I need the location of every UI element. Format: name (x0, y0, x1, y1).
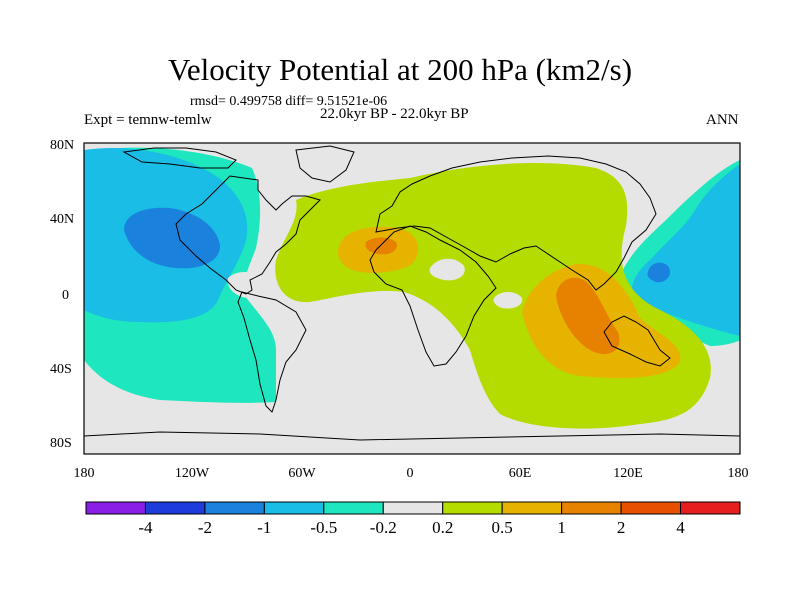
contour-patch-neutral-eafrica (493, 292, 523, 309)
colorbar-box (620, 501, 682, 515)
map-frame (83, 142, 741, 455)
lon-label-180w: 180 (73, 466, 95, 481)
colorbar-box (442, 501, 503, 515)
colorbar-label: -0.2 (369, 518, 397, 537)
colorbar-box (561, 501, 622, 515)
colorbar-label: 0.2 (432, 518, 454, 537)
lon-label-120e: 120E (613, 466, 643, 481)
colorbar-box (204, 501, 265, 515)
colorbar-label: 2 (616, 518, 626, 537)
coastlines (83, 145, 741, 441)
lon-label-180e: 180 (727, 466, 749, 481)
colorbar-box (85, 501, 146, 515)
colorbar-box (501, 501, 563, 515)
colorbar-label: 1 (557, 518, 566, 537)
colorbar-box (382, 501, 444, 515)
lat-label-40n: 40N (50, 212, 75, 227)
stats-line: rmsd= 0.499758 diff= 9.51521e-06 (190, 94, 388, 109)
lon-label-0: 0 (406, 466, 414, 481)
contour-patch-neutral-medit (429, 258, 465, 281)
colorbar-label: -0.5 (310, 518, 338, 537)
period-label: 22.0kyr BP - 22.0kyr BP (320, 106, 469, 122)
lat-label-80n: 80N (50, 138, 75, 153)
lon-label-120w: 120W (174, 466, 210, 481)
colorbar-label: -1 (257, 518, 272, 537)
contour-patch-lightblue-westpac (631, 164, 740, 336)
experiment-label: Expt = temnw-temlw (84, 112, 212, 128)
lat-label-0: 0 (62, 288, 69, 303)
contour-patch-blue-pacific (124, 207, 220, 269)
contour-patch-orange-africa (365, 237, 397, 255)
colorbar-box (680, 501, 741, 515)
lat-label-80s: 80S (50, 436, 72, 451)
season-label: ANN (706, 112, 739, 128)
lon-label-60w: 60W (288, 466, 316, 481)
lat-label-40s: 40S (50, 362, 72, 377)
colorbar-box (263, 501, 325, 515)
colorbar-label: -4 (138, 518, 153, 537)
colorbar-label: -2 (197, 518, 212, 537)
contour-patch-blue-westpac (647, 262, 671, 283)
lon-label-60e: 60E (508, 466, 532, 481)
colorbar-label: 4 (676, 518, 685, 537)
contour-patch-orange-indian (556, 277, 620, 354)
colorbar-label: 0.5 (491, 518, 513, 537)
chart-title: Velocity Potential at 200 hPa (km2/s) (167, 52, 633, 87)
colorbar-box (323, 501, 384, 515)
colorbar (85, 501, 741, 515)
colorbar-box (144, 501, 206, 515)
contour-patch-neutral-atlantic (227, 272, 265, 298)
